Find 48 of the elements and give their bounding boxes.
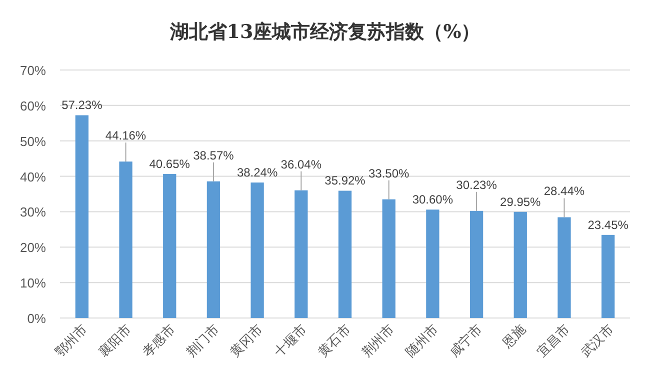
bar (602, 234, 615, 318)
x-tick-label: 宜昌市 (534, 322, 572, 360)
data-label: 57.23% (62, 98, 103, 112)
y-tick-label: 20% (20, 240, 46, 256)
data-label: 40.65% (149, 156, 190, 171)
y-tick-label: 70% (20, 63, 46, 78)
data-label: 36.04% (280, 157, 322, 172)
bar (426, 210, 440, 318)
bar (514, 212, 527, 318)
data-label: 38.57% (193, 148, 234, 162)
data-label: 29.95% (500, 194, 542, 209)
bar (338, 190, 352, 318)
x-tick-label: 襄阳市 (96, 322, 134, 360)
x-tick-label: 十堰市 (271, 322, 310, 360)
x-tick-label: 孝感市 (140, 322, 178, 360)
bar (206, 181, 220, 318)
x-tick-label: 咸宁市 (446, 322, 485, 360)
data-label: 23.45% (588, 218, 629, 232)
x-tick-label: 黄冈市 (227, 322, 266, 360)
data-label: 30.60% (412, 192, 454, 207)
y-tick-label: 50% (20, 134, 46, 149)
bar (163, 174, 176, 318)
data-label: 38.24% (236, 166, 278, 180)
bar (75, 115, 88, 318)
bar (470, 210, 484, 318)
x-tick-label: 随州市 (402, 322, 441, 360)
bar (382, 199, 396, 318)
data-label: 33.50% (368, 166, 410, 180)
data-label: 28.44% (544, 184, 585, 198)
data-label: 35.92% (324, 174, 366, 188)
chart-title: 湖北省13座城市经济复苏指数（%） (168, 21, 480, 43)
x-tick-label: 恩施 (498, 322, 529, 352)
bar (250, 182, 264, 318)
bar (119, 162, 132, 318)
data-label: 30.23% (456, 178, 498, 192)
bar (294, 190, 308, 318)
x-tick-label: 荆州市 (358, 322, 397, 360)
y-tick-label: 30% (20, 204, 46, 220)
y-tick-label: 10% (20, 276, 46, 291)
x-tick-label: 荆门市 (183, 322, 222, 360)
x-tick-label: 鄂州市 (52, 322, 90, 360)
y-tick-label: 40% (20, 169, 46, 184)
x-tick-label: 黄石市 (314, 322, 354, 360)
y-tick-label: 60% (20, 98, 46, 114)
data-label: 44.16% (105, 128, 146, 143)
bar (558, 217, 571, 318)
y-tick-label: 0% (27, 311, 46, 326)
x-tick-label: 武汉市 (578, 322, 616, 360)
